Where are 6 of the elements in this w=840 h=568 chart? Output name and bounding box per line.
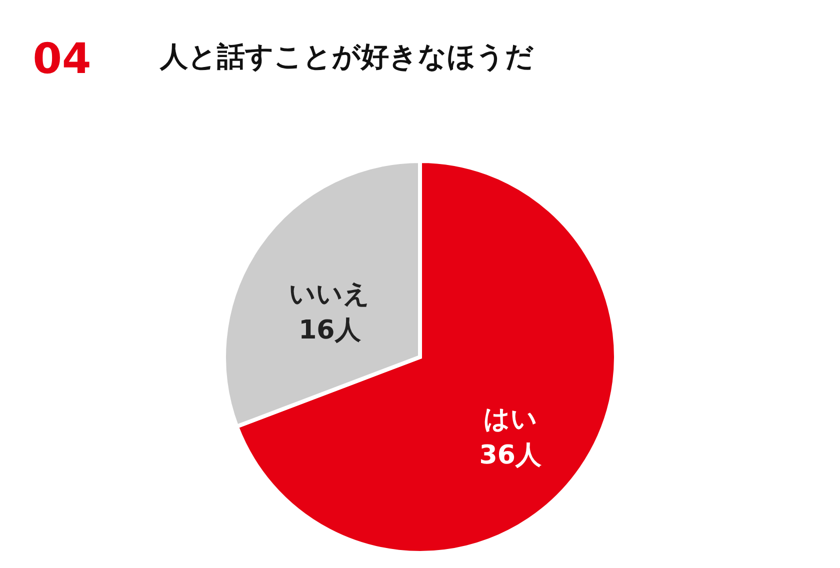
data-label: 16人	[298, 316, 362, 346]
slice-label: はい	[483, 404, 538, 434]
chart-title: 人と話すことが好きなほうだ	[159, 40, 534, 73]
text: 04	[32, 34, 92, 83]
slice-label: いいえ	[289, 280, 370, 310]
data-label: 36人	[479, 440, 542, 470]
